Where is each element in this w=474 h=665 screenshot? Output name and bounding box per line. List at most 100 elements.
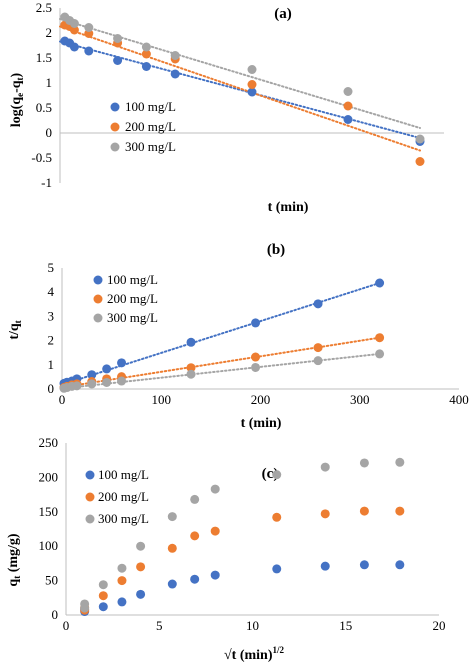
panel-b-y-tick-4: 4: [48, 284, 55, 299]
panel-b-point-300-mg-l-5: [102, 377, 112, 387]
legend-b-label-300: 300 mg/L: [107, 310, 158, 325]
panel-c-y-axis-label: qt (mg/g): [6, 533, 22, 587]
panel-a-point-300-mg-l-3: [84, 23, 94, 32]
panel-c-y-tick-1: 50: [45, 573, 58, 588]
panel-c-x-axis-label: √t (min)1/2: [224, 645, 285, 663]
panel-b-trendline-200-mg-l: [61, 336, 381, 389]
legend-c-marker-100: [85, 470, 95, 480]
legend-c-label-300: 300 mg/L: [98, 511, 149, 526]
panel-b-point-100-mg-l-6: [117, 358, 127, 368]
panel-c-point-200-mg-l-6: [190, 531, 200, 541]
panel-a-point-200-mg-l-5: [141, 49, 151, 59]
panel-c-point-200-mg-l-9: [320, 509, 330, 519]
panel-b-y-tick-0: 0: [48, 381, 55, 396]
panel-a-point-300-mg-l-6: [170, 51, 180, 60]
panel-b-point-100-mg-l-9: [313, 299, 323, 309]
panel-a-point-100-mg-l-6: [170, 69, 180, 79]
panel-b-y-tick-5: 5: [48, 260, 55, 275]
panel-b-x-tick-1: 100: [152, 392, 172, 407]
panel-a-point-100-mg-l-7: [247, 87, 257, 97]
panel-b-y-tick-2: 2: [48, 333, 55, 348]
panel-a: (a) -1 -0.5 0 0.5 1 1.5 2 2.5 log(qe-qt) t (min…: [9, 0, 444, 215]
panel-a-y-tick-1: -0.5: [31, 150, 52, 165]
panel-b-legend: 100 mg/L 200 mg/L 300 mg/L: [93, 272, 158, 325]
panel-c-point-100-mg-l-5: [167, 579, 177, 589]
panel-b-x-tick-3: 300: [350, 392, 370, 407]
legend-b-label-200: 200 mg/L: [107, 291, 158, 306]
legend-a-label-300: 300 mg/L: [125, 139, 176, 154]
panel-a-point-300-mg-l-7: [247, 65, 257, 74]
panel-c-point-300-mg-l-9: [320, 462, 330, 472]
panel-b-point-300-mg-l-9: [313, 356, 323, 366]
panel-b-y-tick-1: 1: [48, 357, 55, 372]
panel-c-point-200-mg-l-7: [210, 526, 220, 536]
legend-c-label-100: 100 mg/L: [98, 467, 149, 482]
panel-c-point-300-mg-l-10: [359, 458, 369, 468]
legend-c-marker-300: [85, 514, 95, 524]
panel-b-y-axis-label: t/qt: [7, 320, 23, 339]
panel-c-point-300-mg-l-11: [395, 457, 405, 467]
panel-a-point-100-mg-l-4: [113, 56, 123, 65]
panel-a-y-tick-2: 0: [46, 125, 53, 140]
panel-c-point-300-mg-l-4: [136, 541, 146, 551]
panel-c-point-100-mg-l-3: [117, 597, 127, 607]
panel-b-x-tick-4: 400: [449, 392, 469, 407]
panel-a-points: [60, 12, 425, 166]
panel-a-trendline-200-mg-l: [59, 25, 421, 152]
panel-b-point-100-mg-l-7: [186, 337, 196, 347]
panel-a-y-tick-3: 0.5: [36, 100, 52, 115]
panel-c-x-tick-3: 15: [339, 618, 352, 633]
panel-b-point-300-mg-l-4: [87, 379, 97, 389]
panel-c-y-tick-labels: 0 50 100 150 200 250: [39, 435, 59, 622]
panel-c-point-300-mg-l-7: [210, 484, 220, 494]
panel-a-point-100-mg-l-5: [141, 62, 151, 71]
panel-a-legend: 100 mg/L 200 mg/L 300 mg/L: [110, 99, 176, 154]
panel-a-point-100-mg-l-8: [343, 115, 353, 124]
panel-a-point-300-mg-l-8: [343, 87, 353, 96]
panel-b-point-200-mg-l-7: [186, 363, 196, 373]
panel-a-point-300-mg-l-9: [415, 134, 425, 144]
panel-c-point-200-mg-l-11: [395, 506, 405, 516]
panel-a-point-300-mg-l-4: [113, 34, 123, 43]
panel-a-point-200-mg-l-8: [343, 101, 353, 111]
panel-c-point-300-mg-l-1: [80, 599, 90, 609]
panel-b-y-tick-3: 3: [48, 308, 55, 323]
panel-c-point-300-mg-l-2: [98, 580, 108, 590]
panel-c-y-tick-5: 250: [39, 435, 59, 450]
panel-c-y-tick-0: 0: [52, 607, 59, 622]
panel-b-point-100-mg-l-8: [251, 318, 261, 328]
panel-c-x-tick-2: 10: [246, 618, 259, 633]
legend-c-label-200: 200 mg/L: [98, 489, 149, 504]
panel-c-point-100-mg-l-11: [395, 560, 405, 570]
panel-a-trendline-300-mg-l: [59, 18, 421, 129]
panel-b-x-tick-2: 200: [251, 392, 271, 407]
panel-c-x-tick-4: 20: [433, 618, 446, 633]
panel-b-point-300-mg-l-3: [72, 381, 82, 391]
panel-b-point-100-mg-l-4: [87, 370, 97, 380]
legend-a-marker-100: [110, 102, 120, 112]
panel-b-x-tick-0: 0: [59, 392, 66, 407]
panel-b-point-200-mg-l-9: [313, 343, 323, 353]
panel-a-x-axis-label: t (min): [268, 200, 309, 215]
legend-a-label-100: 100 mg/L: [125, 99, 176, 114]
panel-b-points: [59, 278, 385, 393]
panel-c-point-300-mg-l-8: [272, 470, 282, 480]
panel-a-point-300-mg-l-2: [69, 19, 79, 28]
legend-c-marker-200: [85, 492, 95, 502]
legend-b-label-100: 100 mg/L: [107, 272, 158, 287]
panel-c-point-200-mg-l-3: [117, 576, 127, 586]
panel-c-legend: 100 mg/L 200 mg/L 300 mg/L: [85, 467, 149, 526]
panel-c-point-200-mg-l-2: [98, 591, 108, 601]
panel-c-point-200-mg-l-8: [272, 512, 282, 522]
panel-b-x-tick-labels: 0 100 200 300 400: [59, 392, 469, 407]
panel-c-point-100-mg-l-2: [98, 602, 108, 612]
legend-b-marker-100: [93, 275, 103, 285]
panel-c-point-100-mg-l-7: [210, 570, 220, 580]
panel-b-point-300-mg-l-10: [375, 349, 385, 359]
legend-b-marker-300: [93, 313, 103, 323]
panel-b-trendline-100-mg-l: [61, 282, 381, 386]
panel-a-point-300-mg-l-5: [141, 42, 151, 52]
panel-c-point-200-mg-l-4: [136, 562, 146, 572]
